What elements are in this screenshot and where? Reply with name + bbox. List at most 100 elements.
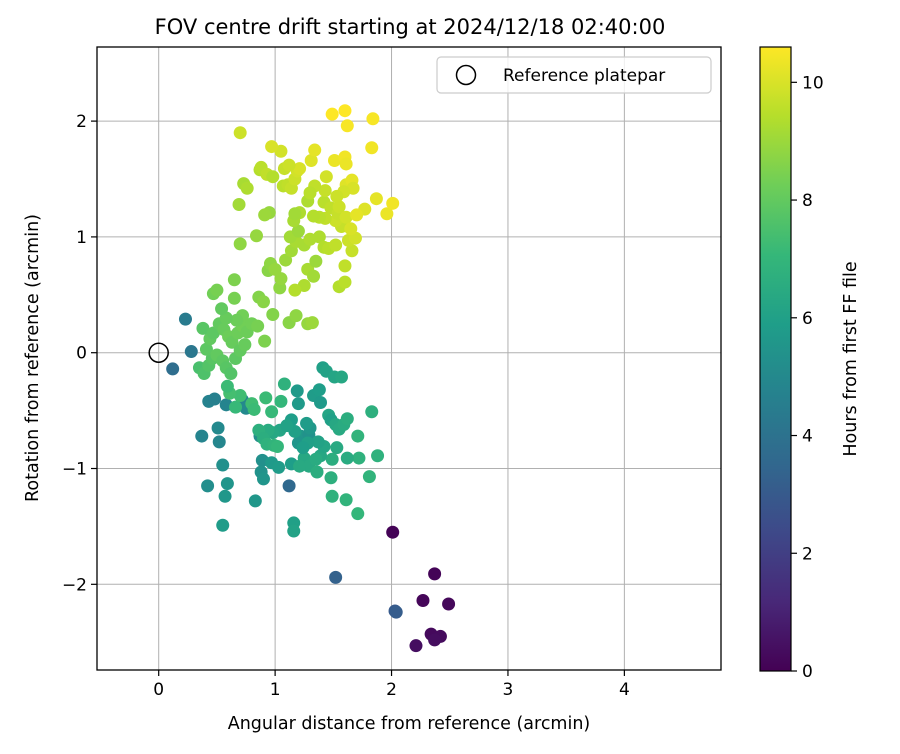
data-point [339,157,353,171]
data-point [220,379,234,393]
data-point [211,421,225,435]
data-point [307,209,321,223]
data-point [334,370,348,384]
data-point [338,104,352,118]
data-point [319,170,333,184]
data-point [310,465,324,479]
data-point [330,189,344,203]
data-point [268,262,282,276]
data-point [362,470,376,484]
y-tick-label: 2 [76,112,87,132]
data-point [274,394,288,408]
data-point [389,605,403,619]
data-point [233,237,247,251]
data-point [287,524,301,538]
data-point [442,597,456,611]
data-point [270,440,284,454]
data-point [258,334,272,348]
data-point [327,153,341,167]
data-point [216,458,230,472]
data-point [280,419,294,433]
data-point [350,208,364,222]
data-point [201,479,215,493]
data-point [340,451,354,465]
chart-title: FOV centre drift starting at 2024/12/18 … [155,15,666,39]
data-point [210,283,224,297]
data-point [386,525,400,539]
colorbar-label: Hours from first FF file [841,261,861,456]
data-point [279,253,293,267]
data-point [206,326,220,340]
data-point [199,342,213,356]
data-point [386,196,400,210]
data-point [238,338,252,352]
data-point [312,230,326,244]
data-point [345,244,359,258]
data-point [218,489,232,503]
data-point [428,567,442,581]
data-point [340,119,354,133]
data-point [344,222,358,236]
x-tick-label: 0 [153,680,164,700]
data-point [229,400,243,414]
data-point [224,367,238,381]
data-point [308,143,322,157]
y-tick-label: 1 [76,228,87,248]
data-point [215,302,229,316]
legend: Reference platepar [436,56,712,94]
data-point [225,335,239,349]
data-point [248,494,262,508]
x-tick-label: 4 [619,680,630,700]
data-point [208,392,222,406]
data-point [312,383,326,397]
data-point [307,269,321,283]
data-point [351,507,365,521]
data-point [196,321,210,335]
data-point [220,477,234,491]
data-point [330,441,344,455]
data-point [329,570,343,584]
data-point [309,452,323,466]
y-tick-label: 0 [76,344,87,364]
data-point [232,197,246,211]
data-point [265,405,279,419]
data-point [272,460,286,474]
x-axis-ticks: 0 1 2 3 4 [153,670,630,700]
y-tick-label: −1 [62,460,87,480]
data-point [282,158,296,172]
data-point [332,200,346,214]
x-axis-label: Angular distance from reference (arcmin) [228,714,591,734]
data-point [340,412,354,426]
colorbar-tick-label: 2 [802,544,813,564]
data-point [290,384,304,398]
colorbar-tick-label: 6 [802,309,813,329]
data-point [227,291,241,305]
data-point [265,140,279,154]
plot-frame [96,46,722,671]
data-point [314,396,328,410]
data-point [212,435,226,449]
reference-platepar-marker [148,342,169,363]
data-point [233,389,247,403]
data-point [258,208,272,222]
data-point [166,362,180,376]
data-point [251,319,265,333]
data-point [274,272,288,286]
data-point [338,259,352,273]
data-point [325,107,339,121]
colorbar-ticks: 0 2 4 6 8 10 [791,73,824,682]
data-point [296,441,310,455]
data-point [195,429,209,443]
data-point [293,162,307,176]
data-point [240,181,254,195]
data-point [266,307,280,321]
data-point [256,295,270,309]
data-point [318,184,332,198]
data-point [288,283,302,297]
data-point [305,316,319,330]
legend-box [436,56,712,94]
data-point [365,141,379,155]
data-point [291,224,305,238]
